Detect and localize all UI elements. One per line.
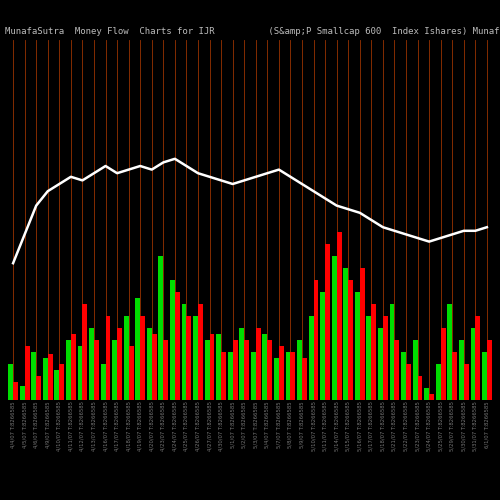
Bar xyxy=(170,280,175,400)
Bar xyxy=(204,340,210,400)
Bar xyxy=(308,316,314,400)
Bar xyxy=(193,316,198,400)
Bar xyxy=(320,292,325,400)
Bar xyxy=(452,352,457,400)
Bar xyxy=(418,376,422,400)
Bar xyxy=(54,370,60,400)
Bar xyxy=(24,346,29,400)
Bar xyxy=(440,328,446,400)
Bar xyxy=(43,358,48,400)
Bar xyxy=(8,364,13,400)
Bar xyxy=(459,340,464,400)
Bar xyxy=(424,388,429,400)
Bar xyxy=(448,304,452,400)
Bar xyxy=(394,340,400,400)
Bar xyxy=(332,256,336,400)
Bar xyxy=(228,352,232,400)
Bar xyxy=(360,268,364,400)
Bar xyxy=(182,304,186,400)
Bar xyxy=(470,328,476,400)
Bar xyxy=(36,376,41,400)
Bar xyxy=(482,352,487,400)
Bar xyxy=(106,316,110,400)
Bar xyxy=(366,316,372,400)
Bar xyxy=(297,340,302,400)
Bar xyxy=(152,334,156,400)
Bar xyxy=(464,364,468,400)
Bar xyxy=(390,304,394,400)
Bar xyxy=(476,316,480,400)
Bar xyxy=(158,256,164,400)
Bar xyxy=(164,340,168,400)
Bar xyxy=(13,382,18,400)
Bar xyxy=(429,394,434,400)
Bar xyxy=(251,352,256,400)
Bar xyxy=(94,340,99,400)
Bar xyxy=(232,340,237,400)
Bar xyxy=(406,364,411,400)
Bar xyxy=(20,386,24,400)
Bar xyxy=(279,346,283,400)
Bar xyxy=(348,280,353,400)
Bar xyxy=(355,292,360,400)
Text: MunafaSutra  Money Flow  Charts for IJR          (S&amp;P Smallcap 600  Index Is: MunafaSutra Money Flow Charts for IJR (S… xyxy=(5,28,500,36)
Bar xyxy=(325,244,330,400)
Bar xyxy=(100,364,105,400)
Bar xyxy=(256,328,260,400)
Bar xyxy=(290,352,296,400)
Bar xyxy=(412,340,418,400)
Bar xyxy=(487,340,492,400)
Bar xyxy=(71,334,76,400)
Bar xyxy=(186,316,192,400)
Bar xyxy=(89,328,94,400)
Bar xyxy=(383,316,388,400)
Bar xyxy=(117,328,122,400)
Bar xyxy=(436,364,440,400)
Bar xyxy=(175,292,180,400)
Bar xyxy=(78,346,82,400)
Bar xyxy=(32,352,36,400)
Bar xyxy=(274,358,279,400)
Bar xyxy=(262,334,268,400)
Bar xyxy=(286,352,290,400)
Bar xyxy=(210,334,214,400)
Bar xyxy=(140,316,145,400)
Bar xyxy=(136,298,140,400)
Bar xyxy=(372,304,376,400)
Bar xyxy=(112,340,117,400)
Bar xyxy=(344,268,348,400)
Bar xyxy=(378,328,383,400)
Bar xyxy=(147,328,152,400)
Bar xyxy=(401,352,406,400)
Bar xyxy=(82,304,87,400)
Bar xyxy=(124,316,128,400)
Bar xyxy=(314,280,318,400)
Bar xyxy=(336,232,342,400)
Bar xyxy=(48,354,52,400)
Bar xyxy=(198,304,203,400)
Bar xyxy=(268,340,272,400)
Bar xyxy=(221,352,226,400)
Bar xyxy=(60,364,64,400)
Bar xyxy=(216,334,221,400)
Bar xyxy=(302,358,307,400)
Bar xyxy=(128,346,134,400)
Bar xyxy=(244,340,249,400)
Bar xyxy=(66,340,71,400)
Bar xyxy=(240,328,244,400)
